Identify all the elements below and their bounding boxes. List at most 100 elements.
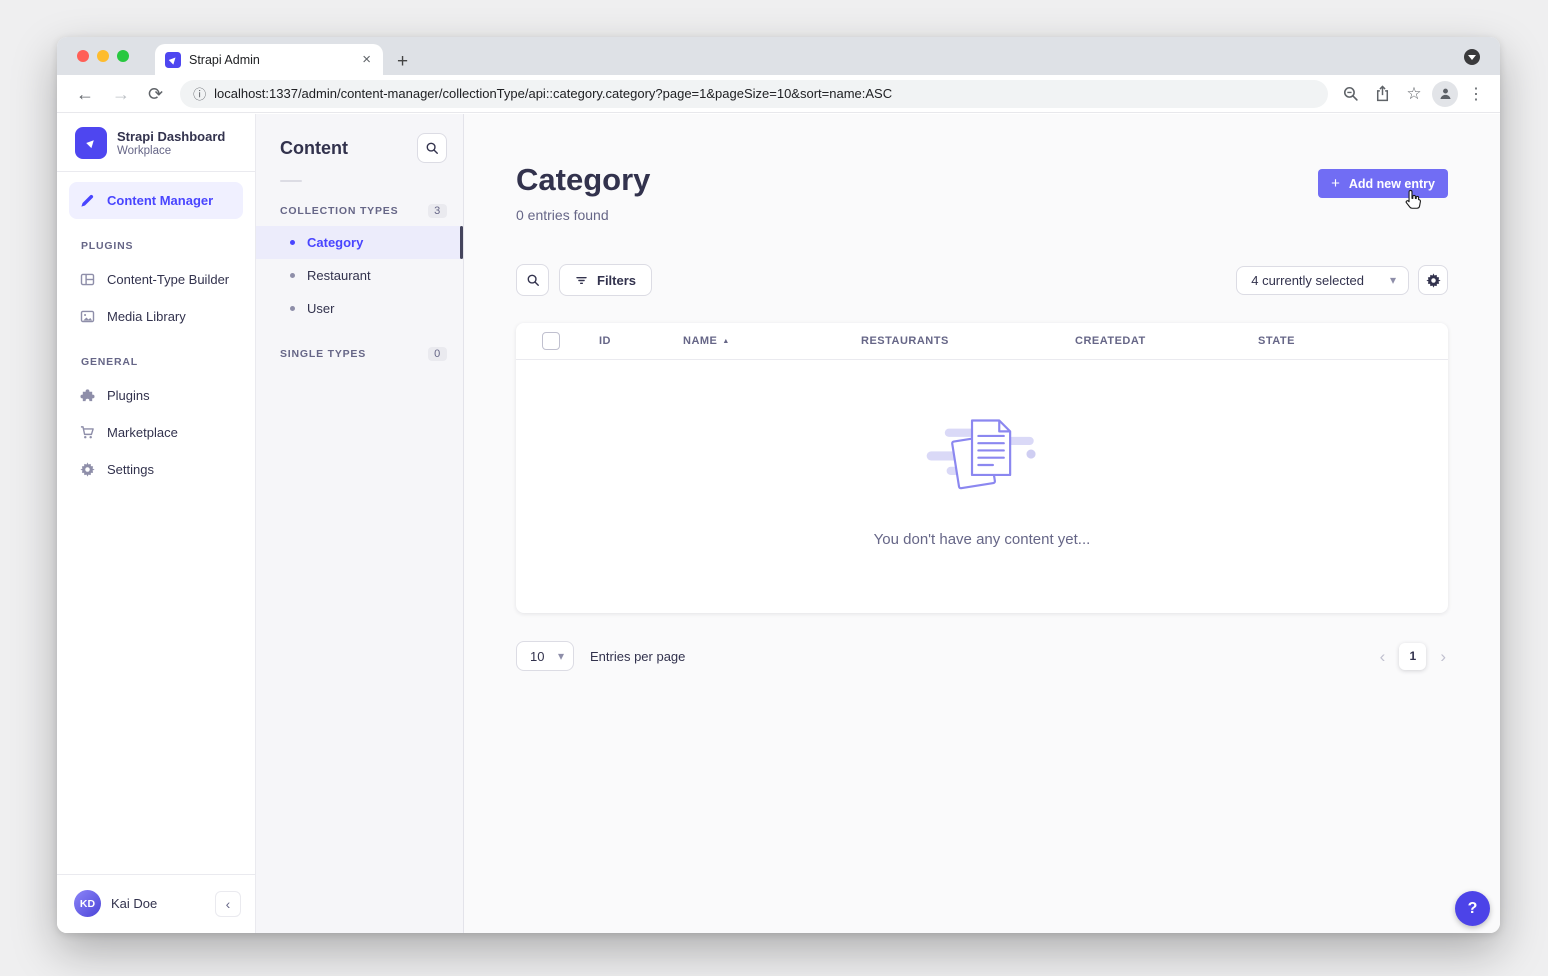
empty-message: You don't have any content yet... [873, 531, 1091, 548]
page-size-dropdown[interactable]: 10 ▾ [516, 641, 574, 671]
cart-icon [80, 425, 95, 440]
strapi-favicon [165, 51, 181, 68]
bullet-icon [290, 240, 295, 245]
recording-indicator-icon[interactable] [1464, 49, 1480, 65]
empty-content-illustration [926, 419, 1036, 490]
collection-type-category[interactable]: Category [256, 226, 463, 259]
new-tab-button[interactable]: + [397, 51, 409, 72]
select-all-checkbox[interactable] [542, 332, 560, 350]
browser-window: Strapi Admin × + ← → ⟳ ⓘ localhost:1337/… [57, 37, 1500, 933]
brand-title: Strapi Dashboard [117, 128, 226, 144]
user-row[interactable]: KD Kai Doe ‹ [57, 874, 255, 933]
image-icon [80, 309, 95, 324]
browser-toolbar: ← → ⟳ ⓘ localhost:1337/admin/content-man… [57, 75, 1500, 113]
column-header-id[interactable]: ID [599, 335, 611, 347]
column-header-state[interactable]: STATE [1258, 335, 1295, 347]
back-icon[interactable]: ← [76, 83, 94, 104]
share-icon[interactable] [1368, 80, 1396, 108]
table-search-button[interactable] [516, 264, 549, 296]
chevron-down-icon: ▾ [1389, 273, 1396, 287]
user-name: Kai Doe [111, 896, 158, 911]
sidebar-item-label: Content Manager [107, 193, 214, 208]
entries-found-text: 0 entries found [516, 207, 609, 223]
entries-table: ID NAME ▲ RESTAURANTS CREATEDAT STATE [516, 323, 1448, 613]
browser-profile-icon[interactable] [1432, 80, 1458, 107]
filters-button[interactable]: Filters [559, 264, 653, 296]
sidebar-item-label: Content-Type Builder [107, 272, 230, 287]
entries-per-page-label: Entries per page [590, 648, 686, 664]
bookmark-star-icon[interactable]: ☆ [1406, 83, 1422, 103]
sidebar-item-settings[interactable]: Settings [69, 451, 243, 488]
divider [57, 171, 255, 172]
layout-icon [80, 272, 95, 287]
brand-subtitle: Workplace [117, 145, 172, 158]
workspace-brand[interactable]: Strapi Dashboard Workplace [57, 114, 255, 171]
column-header-createdat[interactable]: CREATEDAT [1075, 335, 1146, 347]
minimize-window-button[interactable] [97, 50, 109, 62]
gear-icon [1425, 272, 1441, 288]
zoom-page-icon[interactable] [1336, 80, 1364, 108]
collection-type-user[interactable]: User [256, 292, 463, 325]
collection-type-label: Category [307, 235, 364, 250]
collection-type-restaurant[interactable]: Restaurant [256, 259, 463, 292]
browser-tab[interactable]: Strapi Admin × [155, 44, 383, 75]
add-new-entry-button[interactable]: + Add new entry [1318, 169, 1448, 198]
group-label-collection-types: COLLECTION TYPES [280, 205, 399, 217]
url-text: localhost:1337/admin/content-manager/col… [214, 86, 893, 101]
filter-icon [576, 276, 587, 284]
page-number-button[interactable]: 1 [1399, 642, 1427, 670]
site-info-icon[interactable]: ⓘ [193, 87, 207, 102]
page-title: Category [516, 162, 651, 197]
column-header-restaurants[interactable]: RESTAURANTS [861, 335, 949, 347]
group-label-single-types: SINGLE TYPES [280, 348, 367, 360]
sidebar-item-plugins[interactable]: Plugins [69, 377, 243, 414]
next-page-icon[interactable]: › [1440, 646, 1446, 666]
reload-icon[interactable]: ⟳ [148, 83, 164, 104]
chevron-down-icon: ▾ [557, 649, 564, 663]
content-nav: Content COLLECTION TYPES 3 Category Rest… [256, 114, 464, 933]
fields-selected-dropdown[interactable]: 4 currently selected ▾ [1236, 265, 1409, 295]
sidebar-item-content-manager[interactable]: Content Manager [69, 182, 243, 219]
zoom-window-button[interactable] [117, 50, 129, 62]
window-controls [77, 50, 129, 62]
sidebar-item-label: Media Library [107, 309, 186, 324]
content-search-button[interactable] [417, 133, 447, 163]
collapse-sidebar-button[interactable]: ‹ [215, 890, 241, 917]
plus-icon: + [1331, 175, 1340, 192]
search-icon [426, 142, 438, 154]
strapi-app: Strapi Dashboard Workplace Content Manag… [57, 114, 1500, 933]
section-label-plugins: PLUGINS [81, 240, 134, 252]
address-bar[interactable]: ⓘ localhost:1337/admin/content-manager/c… [180, 79, 1328, 108]
scrollbar-thumb[interactable] [460, 226, 463, 259]
forward-icon[interactable]: → [112, 83, 130, 104]
previous-page-icon[interactable]: ‹ [1379, 646, 1386, 666]
puzzle-icon [80, 388, 95, 403]
help-button[interactable]: ? [1455, 891, 1490, 926]
sort-asc-icon: ▲ [722, 337, 730, 345]
content-nav-title: Content [280, 137, 348, 158]
sidebar-item-label: Plugins [107, 388, 150, 403]
strapi-logo-icon [75, 127, 107, 159]
collection-type-label: Restaurant [307, 268, 371, 283]
browser-menu-icon[interactable]: ⋮ [1468, 85, 1484, 103]
browser-tabstrip: Strapi Admin × + [57, 37, 1500, 75]
table-settings-button[interactable] [1418, 265, 1448, 295]
sidebar-item-marketplace[interactable]: Marketplace [69, 414, 243, 451]
gear-icon [80, 462, 95, 477]
bullet-icon [290, 306, 295, 311]
table-header-row: ID NAME ▲ RESTAURANTS CREATEDAT STATE [516, 323, 1448, 360]
collection-type-label: User [307, 301, 335, 316]
sidebar-item-label: Marketplace [107, 425, 178, 440]
divider [280, 180, 302, 182]
column-header-name[interactable]: NAME ▲ [683, 335, 730, 347]
section-label-general: GENERAL [81, 356, 138, 368]
sidebar-item-content-type-builder[interactable]: Content-Type Builder [69, 261, 243, 298]
close-window-button[interactable] [77, 50, 89, 62]
sidebar-item-media-library[interactable]: Media Library [69, 298, 243, 335]
empty-state: You don't have any content yet... [516, 360, 1448, 613]
single-types-count-badge: 0 [428, 347, 447, 361]
avatar: KD [74, 890, 101, 917]
pen-icon [80, 193, 95, 208]
tab-close-icon[interactable]: × [362, 51, 371, 68]
collection-types-count-badge: 3 [428, 204, 447, 218]
